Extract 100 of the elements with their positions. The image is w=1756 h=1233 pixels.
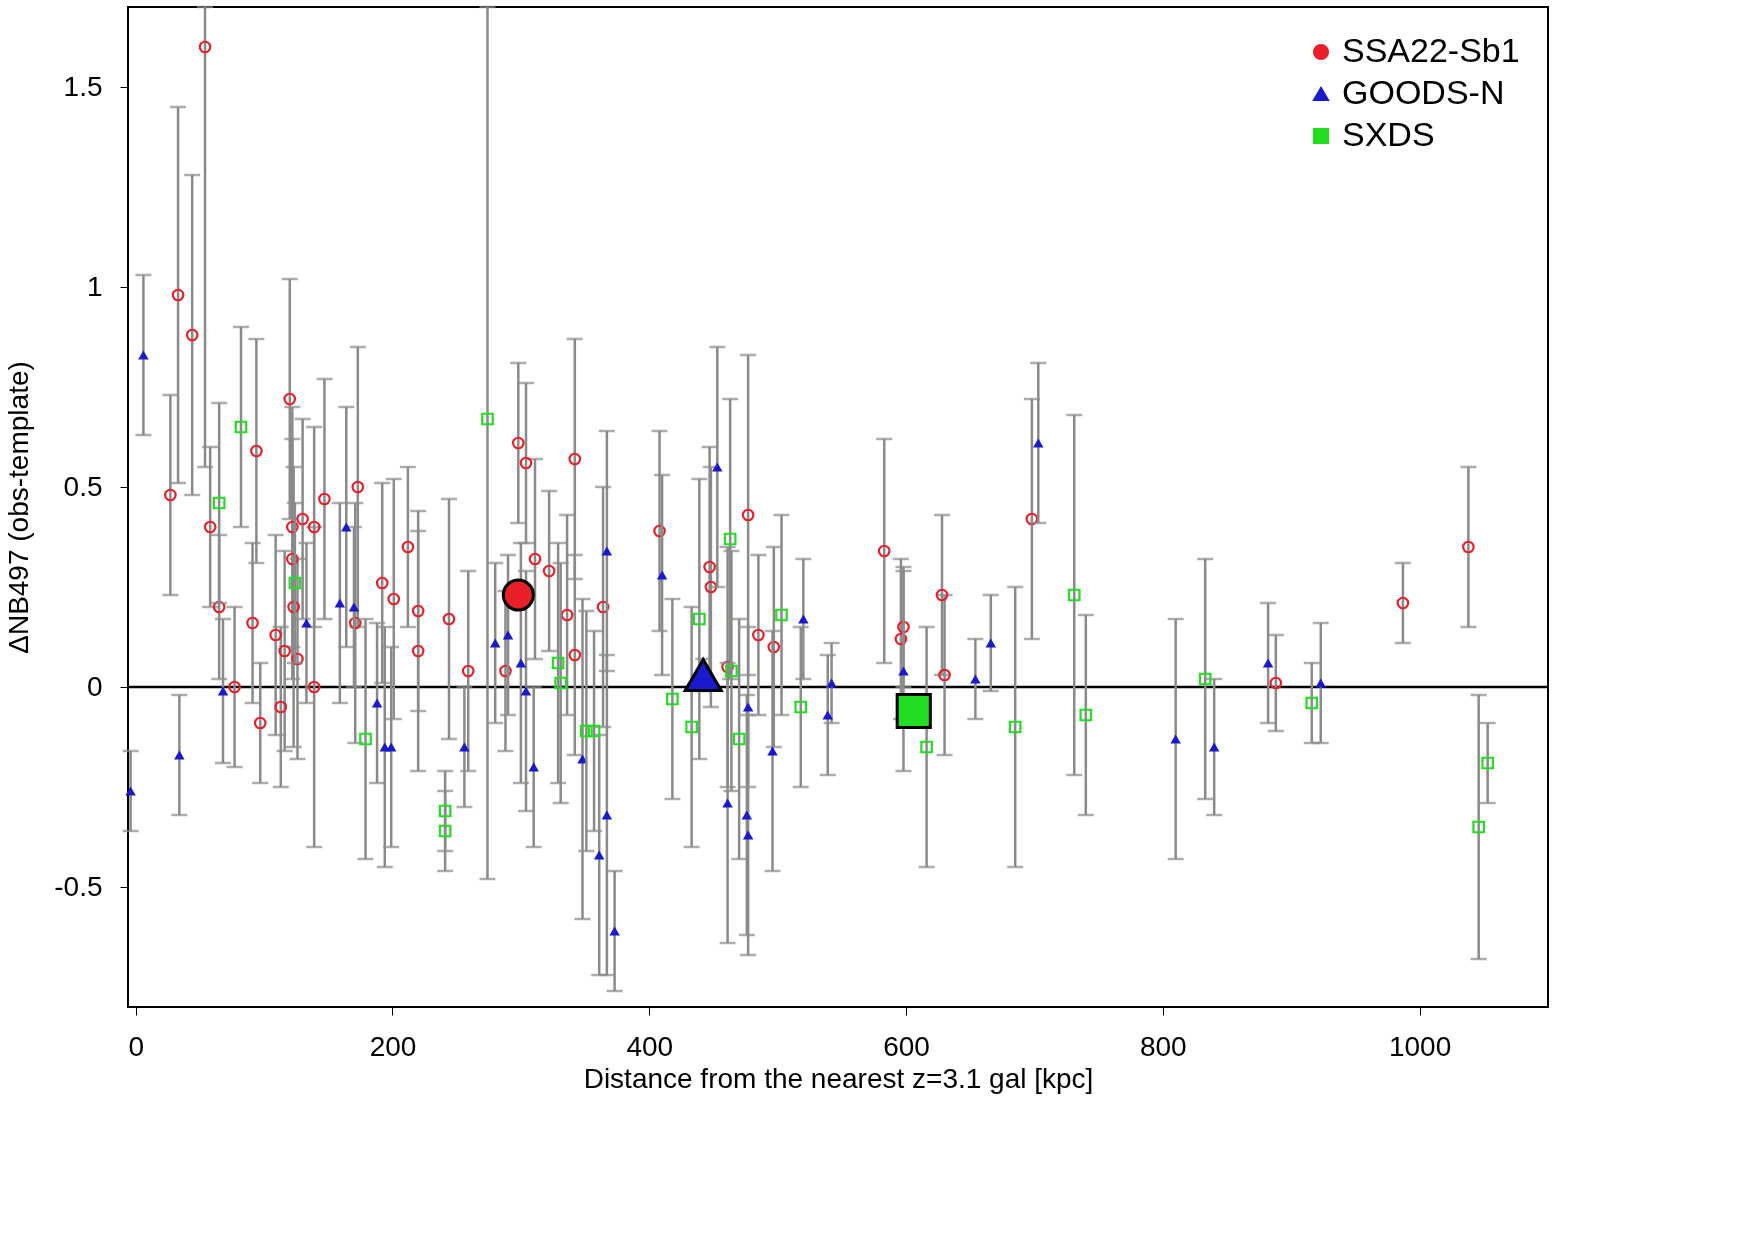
point <box>283 392 297 406</box>
point <box>296 512 309 526</box>
point <box>895 692 932 730</box>
point <box>274 700 288 714</box>
point <box>291 652 304 666</box>
x-tick-label: 400 <box>626 1030 674 1062</box>
point <box>138 350 149 360</box>
point <box>1305 696 1319 710</box>
point <box>489 638 501 648</box>
point <box>794 700 808 714</box>
point <box>515 658 527 668</box>
point <box>826 678 837 688</box>
point <box>359 732 372 746</box>
point <box>502 630 514 640</box>
point <box>1396 596 1410 610</box>
point <box>212 496 226 510</box>
point <box>1462 540 1475 554</box>
point <box>1481 756 1494 770</box>
point <box>752 628 765 642</box>
point <box>371 698 383 708</box>
x-tick-label: 0 <box>128 1030 144 1062</box>
point <box>656 570 668 580</box>
point <box>461 664 475 678</box>
point <box>721 660 734 674</box>
point <box>234 420 248 434</box>
point <box>528 552 542 566</box>
point <box>822 710 833 720</box>
point <box>198 40 212 54</box>
point <box>442 612 456 626</box>
point <box>351 480 365 494</box>
point <box>318 492 331 506</box>
point <box>938 668 951 682</box>
point <box>1067 588 1081 602</box>
point <box>692 612 706 626</box>
legend-label: SXDS <box>1342 115 1435 153</box>
point <box>228 680 241 694</box>
legend-label: SSA22-Sb1 <box>1342 31 1520 69</box>
point <box>1008 720 1022 734</box>
point <box>551 656 565 670</box>
point <box>301 618 312 628</box>
point <box>609 926 620 936</box>
point <box>935 588 949 602</box>
point <box>685 720 698 734</box>
point <box>542 564 556 578</box>
point <box>520 686 532 696</box>
point <box>970 674 981 684</box>
point <box>666 692 679 706</box>
point <box>203 520 217 534</box>
point <box>307 680 321 694</box>
point <box>250 444 263 458</box>
point <box>560 608 574 622</box>
point <box>742 702 754 712</box>
point <box>174 750 185 760</box>
point <box>286 552 299 566</box>
x-tick-label: 800 <box>1139 1030 1187 1062</box>
point <box>1025 512 1039 526</box>
point <box>601 810 613 820</box>
point <box>587 724 601 738</box>
x-tick-label: 1000 <box>1388 1030 1452 1062</box>
point <box>1472 820 1486 834</box>
point <box>741 508 755 522</box>
point <box>307 520 321 534</box>
point <box>898 666 909 676</box>
point <box>1198 672 1212 686</box>
point <box>217 686 229 696</box>
point <box>1033 438 1044 448</box>
point <box>897 620 910 634</box>
point <box>894 632 908 646</box>
point <box>501 578 535 612</box>
point <box>212 600 226 614</box>
point <box>411 604 425 618</box>
point <box>387 592 401 606</box>
point <box>1208 742 1220 752</box>
legend-label: GOODS-N <box>1342 73 1505 111</box>
point <box>877 544 891 558</box>
point <box>511 436 525 450</box>
y-tick-label: 0.5 <box>63 470 103 502</box>
x-axis-title: Distance from the nearest z=3.1 gal [kpc] <box>583 1062 1094 1094</box>
point <box>348 602 360 612</box>
x-tick-label: 600 <box>883 1030 930 1062</box>
point <box>341 522 352 532</box>
point <box>704 580 718 594</box>
point <box>767 640 781 654</box>
point <box>438 804 452 818</box>
y-tick-label: 1 <box>86 270 103 302</box>
point <box>288 576 302 590</box>
point <box>481 412 494 426</box>
point <box>171 288 185 302</box>
point <box>164 488 177 502</box>
point <box>798 614 809 624</box>
point <box>732 732 746 746</box>
point <box>519 456 533 470</box>
y-tick-label: -0.5 <box>54 870 103 902</box>
point <box>712 462 723 472</box>
point <box>499 664 512 678</box>
point <box>528 762 539 772</box>
point <box>568 452 582 466</box>
point <box>775 608 788 622</box>
point <box>348 616 362 630</box>
y-tick-label: 0 <box>86 670 103 702</box>
